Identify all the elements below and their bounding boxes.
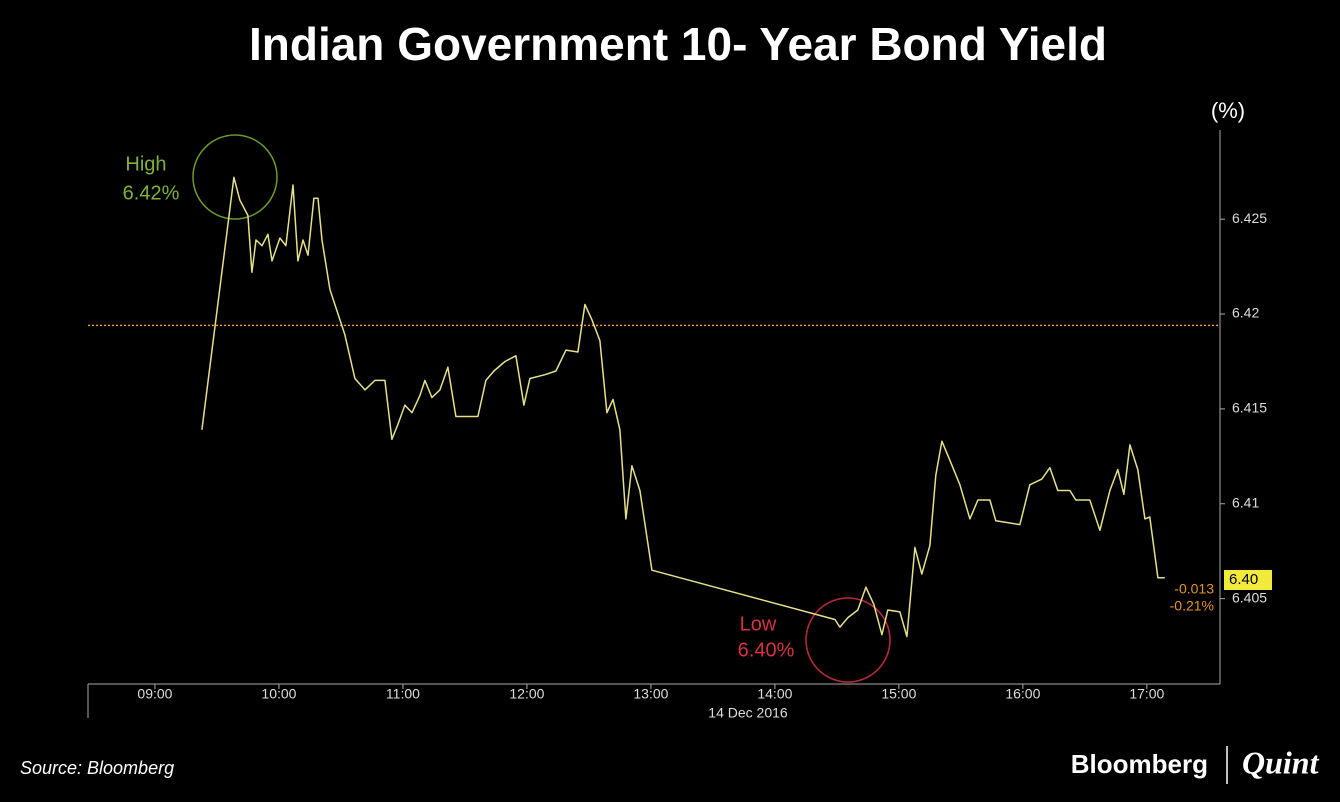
low-circle — [805, 597, 891, 683]
x-axis-label: 14 Dec 2016 — [708, 705, 788, 721]
change-pct: -0.21% — [1170, 598, 1214, 614]
x-tick-label: 16:00 — [1005, 686, 1040, 702]
brand: Bloomberg — [1071, 749, 1208, 779]
x-tick-label: 09:00 — [137, 686, 172, 702]
last-label: 6.40 — [1229, 571, 1258, 588]
chart-title: Indian Government 10- Year Bond Yield — [249, 18, 1107, 70]
x-tick-label: 10:00 — [261, 686, 296, 702]
x-tick-label: 11:00 — [386, 686, 420, 702]
low-label: Low — [740, 613, 777, 635]
x-tick-label: 15:00 — [881, 686, 916, 702]
y-tick-label: 6.41 — [1232, 494, 1259, 510]
yield-line — [201, 176, 1165, 638]
x-tick-label: 12:00 — [509, 686, 544, 702]
high-value: 6.42% — [123, 182, 180, 204]
y-tick-label: 6.425 — [1232, 210, 1267, 226]
y-axis-label: (%) — [1211, 98, 1245, 123]
y-tick-label: 6.415 — [1232, 400, 1267, 416]
x-tick-label: 14:00 — [757, 686, 792, 702]
last-label-box — [1224, 570, 1272, 590]
y-tick-label: 6.42 — [1232, 305, 1259, 321]
y-tick-label: 6.405 — [1232, 589, 1267, 605]
high-circle — [192, 134, 278, 220]
x-tick-label: 17:00 — [1129, 686, 1164, 702]
x-tick-label: 13:00 — [633, 686, 668, 702]
high-label: High — [125, 153, 166, 175]
change: -0.013 — [1174, 581, 1214, 597]
partner: Quint — [1242, 744, 1320, 780]
source: Source: Bloomberg — [20, 758, 174, 778]
low-value: 6.40% — [738, 639, 795, 661]
